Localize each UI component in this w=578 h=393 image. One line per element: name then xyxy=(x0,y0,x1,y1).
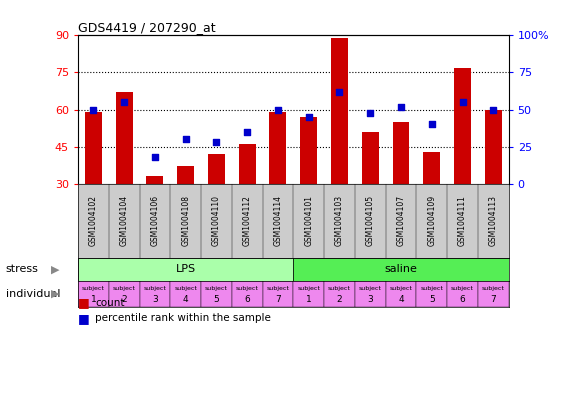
Bar xyxy=(447,281,478,307)
Text: LPS: LPS xyxy=(176,264,196,274)
Text: 6: 6 xyxy=(460,295,465,304)
Text: GSM1004107: GSM1004107 xyxy=(397,195,406,246)
Point xyxy=(458,99,467,105)
Text: subject: subject xyxy=(205,286,228,291)
Text: GSM1004108: GSM1004108 xyxy=(181,195,190,246)
Text: GSM1004103: GSM1004103 xyxy=(335,195,344,246)
Point xyxy=(335,88,344,95)
Point xyxy=(212,139,221,145)
Text: GSM1004102: GSM1004102 xyxy=(89,195,98,246)
Bar xyxy=(269,112,287,184)
Text: individual: individual xyxy=(6,289,60,299)
Text: 1: 1 xyxy=(91,295,97,304)
Point xyxy=(273,107,283,113)
Bar xyxy=(239,144,255,184)
Bar xyxy=(262,281,293,307)
Bar xyxy=(116,92,132,184)
Text: 7: 7 xyxy=(275,295,281,304)
Text: GSM1004112: GSM1004112 xyxy=(243,195,251,246)
Text: 5: 5 xyxy=(429,295,435,304)
Bar xyxy=(454,68,471,184)
Text: subject: subject xyxy=(174,286,197,291)
Text: 7: 7 xyxy=(490,295,496,304)
Text: 3: 3 xyxy=(152,295,158,304)
Text: GSM1004113: GSM1004113 xyxy=(489,195,498,246)
Text: subject: subject xyxy=(359,286,381,291)
Bar xyxy=(485,110,502,184)
Text: GSM1004109: GSM1004109 xyxy=(427,195,436,246)
Point xyxy=(89,107,98,113)
Bar xyxy=(423,152,440,184)
Text: subject: subject xyxy=(328,286,351,291)
Bar xyxy=(201,281,232,307)
Bar xyxy=(386,281,416,307)
Point xyxy=(397,103,406,110)
Text: ▶: ▶ xyxy=(51,289,59,299)
Text: 2: 2 xyxy=(336,295,342,304)
Text: subject: subject xyxy=(297,286,320,291)
Bar xyxy=(177,166,194,184)
Bar xyxy=(293,258,509,281)
Point xyxy=(181,136,190,142)
Text: stress: stress xyxy=(6,264,39,274)
Bar xyxy=(109,281,139,307)
Text: 2: 2 xyxy=(121,295,127,304)
Text: GSM1004104: GSM1004104 xyxy=(120,195,129,246)
Text: subject: subject xyxy=(143,286,166,291)
Bar xyxy=(146,176,164,184)
Bar xyxy=(362,132,379,184)
Point xyxy=(366,109,375,116)
Text: GSM1004114: GSM1004114 xyxy=(273,195,283,246)
Text: saline: saline xyxy=(384,264,417,274)
Text: 5: 5 xyxy=(213,295,219,304)
Text: subject: subject xyxy=(266,286,290,291)
Point xyxy=(120,99,129,105)
Text: ▶: ▶ xyxy=(51,264,59,274)
Text: subject: subject xyxy=(482,286,505,291)
Text: GSM1004106: GSM1004106 xyxy=(150,195,160,246)
Text: subject: subject xyxy=(390,286,413,291)
Bar xyxy=(78,281,109,307)
Bar xyxy=(293,281,324,307)
Bar xyxy=(232,281,262,307)
Bar xyxy=(300,117,317,184)
Point xyxy=(427,121,436,127)
Text: GSM1004101: GSM1004101 xyxy=(304,195,313,246)
Bar xyxy=(392,122,409,184)
Text: 1: 1 xyxy=(306,295,312,304)
Point xyxy=(243,129,252,135)
Bar xyxy=(324,281,355,307)
Bar xyxy=(478,281,509,307)
Bar xyxy=(208,154,225,184)
Bar xyxy=(139,281,171,307)
Point xyxy=(488,107,498,113)
Text: subject: subject xyxy=(113,286,136,291)
Text: subject: subject xyxy=(451,286,474,291)
Text: ■: ■ xyxy=(78,296,90,309)
Text: 6: 6 xyxy=(244,295,250,304)
Bar xyxy=(416,281,447,307)
Bar xyxy=(355,281,386,307)
Bar xyxy=(85,112,102,184)
Text: GDS4419 / 207290_at: GDS4419 / 207290_at xyxy=(78,21,216,34)
Text: subject: subject xyxy=(82,286,105,291)
Text: 4: 4 xyxy=(183,295,188,304)
Point xyxy=(150,154,160,160)
Text: 4: 4 xyxy=(398,295,404,304)
Text: subject: subject xyxy=(420,286,443,291)
Point xyxy=(304,114,313,120)
Text: GSM1004105: GSM1004105 xyxy=(366,195,375,246)
Bar xyxy=(171,281,201,307)
Bar xyxy=(78,258,293,281)
Text: count: count xyxy=(95,298,125,308)
Text: percentile rank within the sample: percentile rank within the sample xyxy=(95,313,271,323)
Text: ■: ■ xyxy=(78,312,90,325)
Text: GSM1004110: GSM1004110 xyxy=(212,195,221,246)
Bar xyxy=(331,38,348,184)
Text: subject: subject xyxy=(236,286,258,291)
Text: 3: 3 xyxy=(368,295,373,304)
Text: GSM1004111: GSM1004111 xyxy=(458,195,467,246)
